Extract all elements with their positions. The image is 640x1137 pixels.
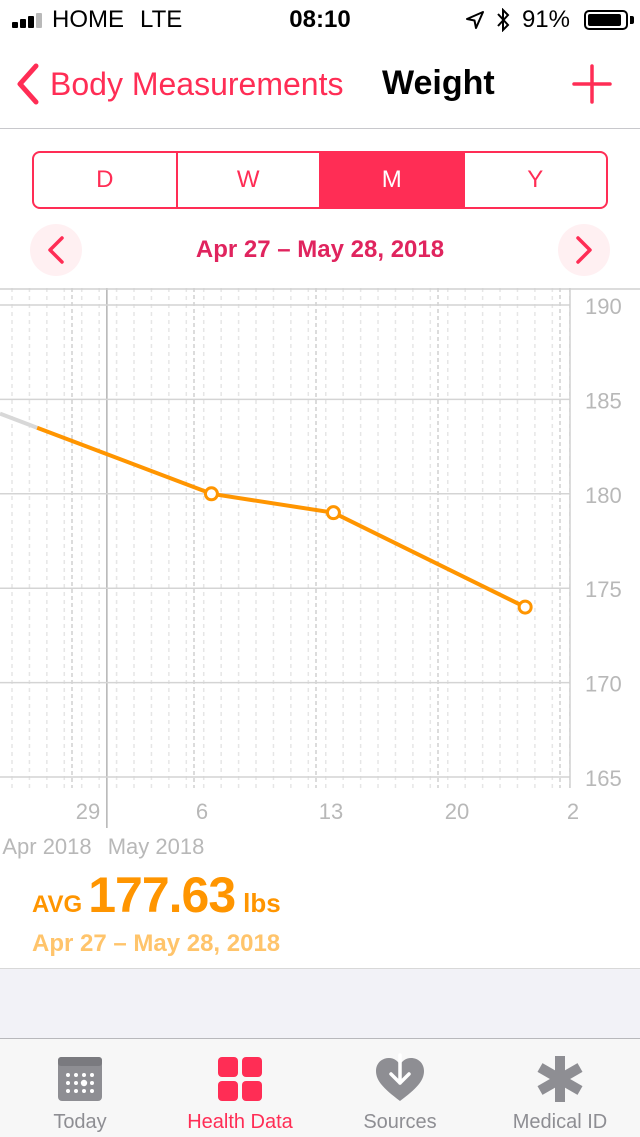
y-tick-label: 170 [585,672,622,697]
heart-download-icon [376,1053,424,1101]
network-type: LTE [140,6,183,33]
tab-sources[interactable]: Sources [320,1039,480,1137]
avg-date-range: Apr 27 – May 28, 2018 [32,930,281,957]
carrier-name: HOME [52,6,124,33]
battery-percent: 91% [521,6,570,33]
tab-label: Today [53,1111,107,1133]
tab-label: Medical ID [512,1111,608,1133]
status-bar: HOME LTE 08:10 91% [0,0,640,40]
tab-health-data[interactable]: Health Data [160,1039,320,1137]
segment-day[interactable]: D [34,153,178,207]
grid-icon [218,1057,262,1101]
tab-medical-id[interactable]: Medical ID [480,1039,640,1137]
month-label: May 2018 [108,834,205,859]
plot-background [0,288,640,788]
data-point [517,599,533,615]
location-arrow-icon [466,11,484,29]
y-tick-label: 190 [585,294,622,319]
segment-week[interactable]: W [178,153,321,207]
chevron-left-icon [17,63,39,105]
avg-value: 177.63 [88,867,236,923]
avg-unit: lbs [243,888,281,918]
date-range-label: Apr 27 – May 28, 2018 [195,236,445,263]
segment-year[interactable]: Y [527,166,544,193]
average-summary: AVG 177.63 lbs Apr 27 – May 28, 2018 [32,866,281,958]
page-title: Weight [382,64,495,102]
tab-label: Health Data [187,1111,293,1133]
back-button-label: Body Measurements [50,65,344,102]
chevron-left-icon [48,236,64,264]
x-tick-label: 20 [445,799,469,824]
tab-label: Sources [363,1111,437,1133]
y-tick-label: 175 [585,577,622,602]
x-tick-label: 29 [76,799,100,824]
y-tick-label: 165 [585,766,622,791]
battery-icon [584,10,628,30]
period-segmented-control: D W M Y [32,151,608,209]
navigation-bar: Body Measurements Weight [0,40,640,129]
series-line [36,425,527,609]
data-point [203,486,219,502]
x-tick-label: 2 [567,799,579,824]
plus-icon[interactable] [570,62,614,106]
y-tick-label: 185 [585,388,622,413]
data-point [325,505,341,521]
signal-bars-icon [12,12,48,28]
back-button[interactable]: Body Measurements [16,60,343,108]
chevron-right-icon [576,236,592,264]
previous-period-button[interactable] [30,224,82,276]
next-period-button[interactable] [558,224,610,276]
calendar-icon [58,1057,102,1101]
tab-bar: Today Health Data Sources Medical ID [0,1038,640,1137]
avg-label: AVG [32,891,83,918]
battery-tip [630,16,634,24]
tab-today[interactable]: Today [0,1039,160,1137]
content-background [0,968,640,1039]
asterisk-icon [537,1056,583,1102]
previous-period-line [0,411,38,430]
weight-chart[interactable]: 190 185 180 175 170 165 29 6 13 20 2 Apr 2018 May 20… [0,288,640,860]
x-tick-label: 6 [196,799,208,824]
bluetooth-icon [497,8,510,32]
segment-month[interactable]: M [321,153,465,207]
clock: 08:10 [289,6,351,33]
month-label: Apr 2018 [2,834,91,859]
y-tick-label: 180 [585,483,622,508]
x-tick-label: 13 [319,799,343,824]
